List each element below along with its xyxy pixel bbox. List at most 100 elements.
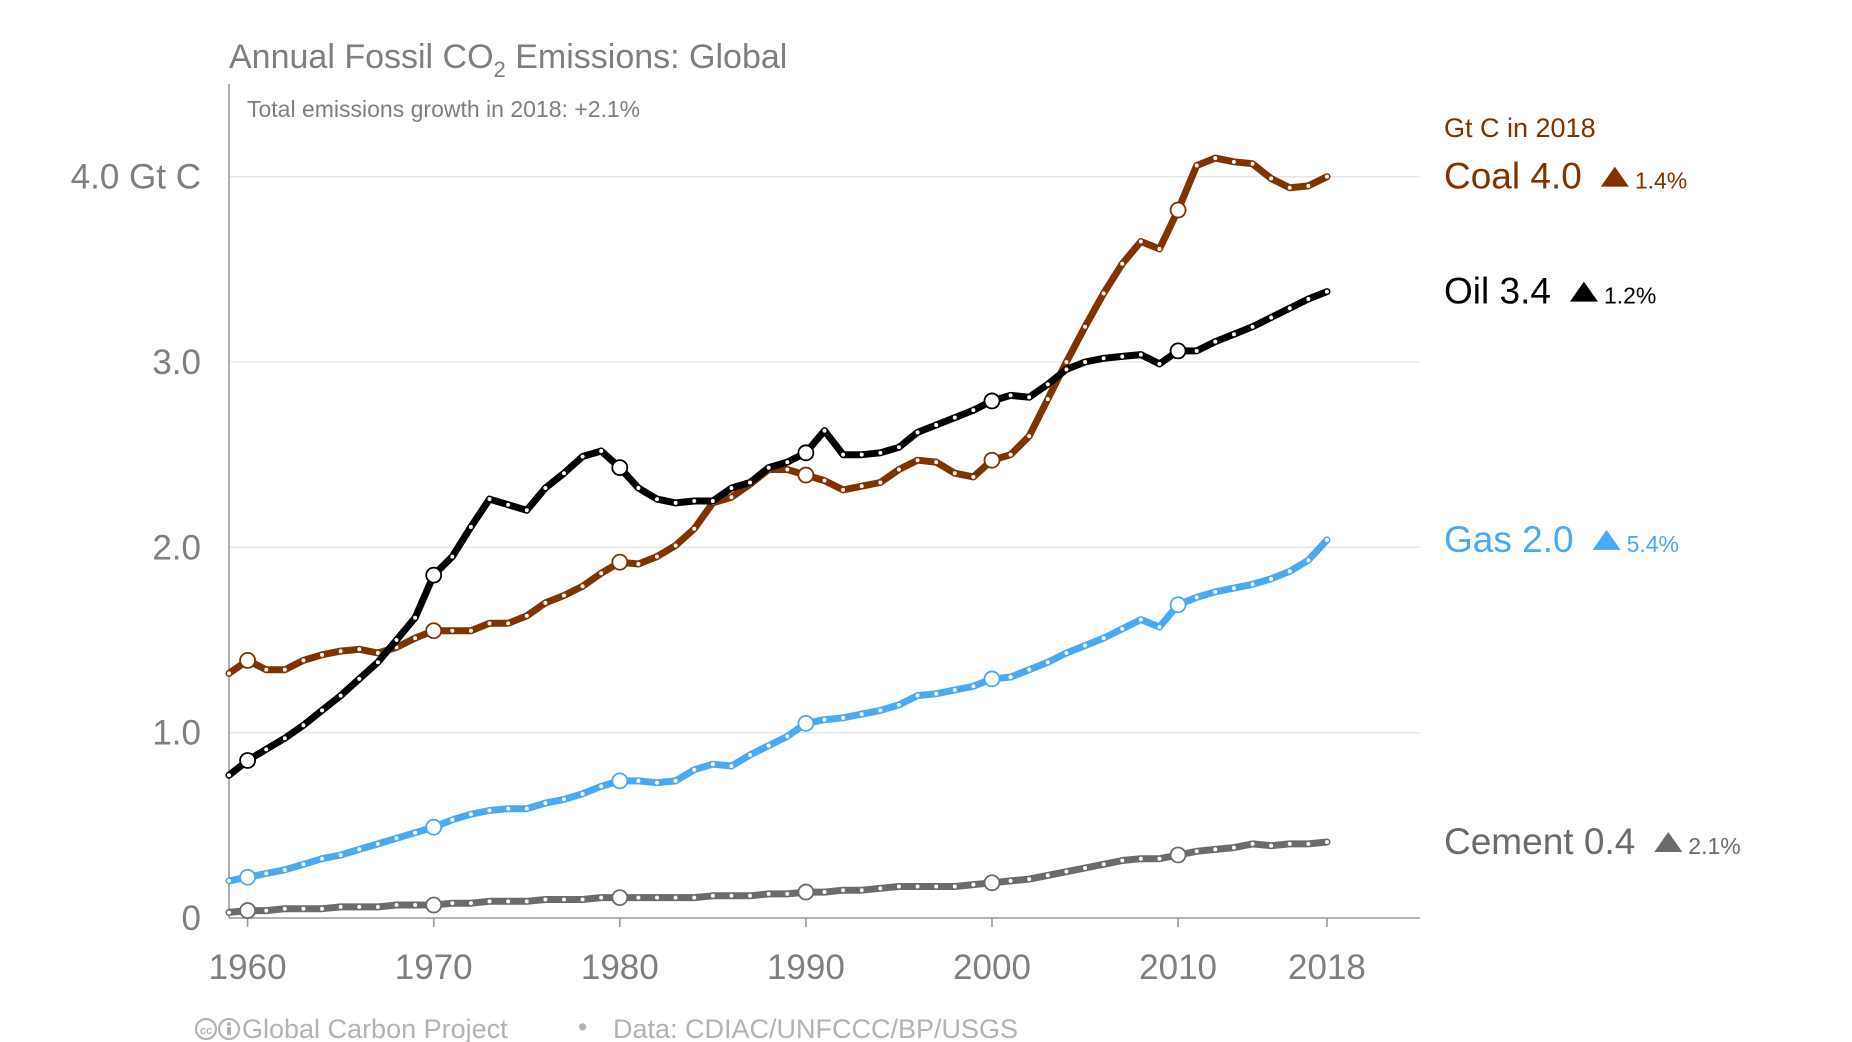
cement-point-2015 [1269, 843, 1274, 848]
cement-point-1979 [599, 895, 604, 900]
oil-point-1967 [375, 660, 380, 665]
gas-point-2011 [1194, 595, 1199, 600]
cement-point-1994 [878, 886, 883, 891]
oil-point-1974 [506, 502, 511, 507]
gridlines [229, 176, 1420, 734]
gas-marker-1970 [425, 818, 443, 836]
gas-point-1974 [506, 806, 511, 811]
oil-point-1977 [561, 471, 566, 476]
cement-point-2014 [1250, 841, 1255, 846]
cement-marker-1970 [425, 896, 443, 914]
gas-point-1983 [673, 778, 678, 783]
oil-point-1986 [729, 486, 734, 491]
legend-oil-up-triangle-icon [1569, 281, 1598, 302]
coal-point-1993 [859, 484, 864, 489]
cement-point-2009 [1157, 856, 1162, 861]
oil-point-2002 [1027, 395, 1032, 400]
cement-point-1991 [822, 890, 827, 895]
coal-point-1986 [729, 495, 734, 500]
oil-point-1987 [748, 480, 753, 485]
gas-point-2008 [1138, 617, 1143, 622]
gas-point-2012 [1213, 589, 1218, 594]
coal-marker-1980 [611, 553, 629, 571]
coal-point-2004 [1064, 360, 1069, 364]
series-oil [225, 288, 1331, 779]
series-coal [225, 154, 1331, 677]
oil-point-1973 [487, 497, 492, 502]
gas-point-1973 [487, 808, 492, 813]
gas-point-2007 [1120, 626, 1125, 631]
gas-point-1997 [934, 691, 939, 696]
gas-marker-1980 [611, 772, 629, 790]
x-tick-2010: 2010 [1139, 948, 1217, 987]
cement-point-1984 [692, 895, 697, 900]
oil-point-1976 [543, 486, 548, 491]
legend-coal-label: Coal 4.0 [1444, 156, 1582, 197]
oil-marker-1990 [797, 444, 815, 462]
coal-point-1964 [320, 652, 325, 657]
oil-point-1959 [227, 773, 231, 778]
chart-title-rest: Emissions: Global [506, 38, 788, 76]
gas-point-1986 [729, 764, 734, 769]
cement-point-1976 [543, 897, 548, 902]
footer-bullet: • [578, 1012, 587, 1042]
x-tick-2018: 2018 [1288, 948, 1366, 987]
oil-point-1964 [320, 708, 325, 713]
gas-point-1969 [413, 830, 418, 835]
gas-point-1989 [785, 734, 790, 739]
gas-point-1962 [282, 867, 287, 872]
cement-marker-1960 [239, 902, 257, 919]
footer-data-credit: Data: CDIAC/UNFCCC/BP/USGS [613, 1014, 1018, 1042]
oil-point-1965 [338, 693, 343, 698]
x-tick-1980: 1980 [581, 948, 659, 987]
coal-point-1995 [896, 467, 901, 472]
oil-marker-1980 [611, 459, 629, 477]
coal-marker-1990 [797, 466, 815, 484]
coal-point-1984 [692, 526, 697, 531]
series-cement [225, 838, 1331, 919]
coal-point-1982 [655, 554, 660, 559]
oil-point-1985 [710, 499, 715, 503]
cement-point-1962 [282, 906, 287, 911]
gas-point-2003 [1045, 660, 1050, 665]
gas-point-1965 [338, 852, 343, 857]
gas-point-2018 [1324, 537, 1329, 542]
gas-point-2005 [1083, 643, 1088, 648]
coal-point-1971 [450, 628, 455, 633]
cement-point-1987 [748, 893, 753, 898]
cement-point-1982 [655, 895, 660, 900]
legend-cement-growth: 2.1% [1688, 833, 1740, 859]
gas-point-1994 [878, 708, 883, 713]
cement-point-2012 [1213, 847, 1218, 852]
cement-marker-2010 [1169, 846, 1187, 864]
cement-point-1985 [710, 893, 715, 898]
coal-point-1972 [468, 628, 473, 633]
coal-point-2009 [1157, 246, 1162, 251]
oil-point-2007 [1120, 354, 1125, 359]
oil-point-1983 [673, 500, 678, 505]
oil-marker-2000 [983, 392, 1001, 410]
chart-title-main: Annual Fossil CO [229, 38, 494, 76]
oil-point-1988 [766, 465, 771, 470]
coal-point-1959 [227, 671, 231, 676]
legend-gas-growth: 5.4% [1627, 531, 1679, 557]
oil-point-1968 [394, 638, 399, 642]
coal-point-1979 [599, 571, 604, 576]
legend-oil-growth: 1.2% [1604, 283, 1656, 309]
footer-source-org: Global Carbon Project [242, 1014, 508, 1042]
coal-point-2014 [1250, 161, 1255, 166]
oil-point-1997 [934, 423, 939, 428]
oil-point-2001 [1008, 393, 1013, 398]
oil-point-1962 [282, 736, 287, 741]
cement-point-1977 [561, 897, 566, 902]
gas-point-1984 [692, 767, 697, 772]
oil-point-1982 [655, 497, 660, 502]
gas-point-1976 [543, 801, 548, 806]
gas-point-1988 [766, 743, 771, 748]
cement-marker-2000 [983, 874, 1001, 892]
oil-point-1972 [468, 524, 473, 529]
gas-point-1996 [915, 693, 920, 698]
oil-point-1969 [413, 615, 418, 620]
coal-point-1991 [822, 478, 827, 483]
oil-point-2018 [1324, 289, 1329, 294]
